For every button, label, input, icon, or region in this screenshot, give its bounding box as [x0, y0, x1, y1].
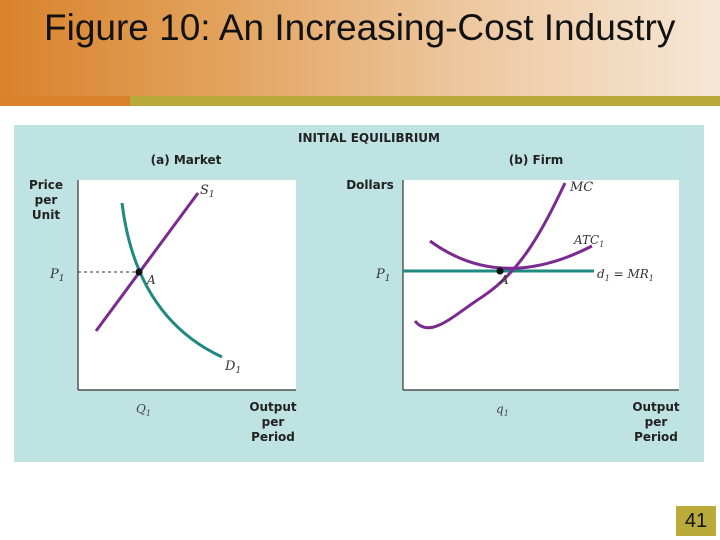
market-x-label-2: per	[262, 415, 285, 429]
atc-label: ATC1	[573, 233, 604, 249]
firm-demand-label: d1 = MR1	[597, 267, 654, 283]
market-panel-label: (a) Market	[151, 153, 222, 167]
firm-price-label: P1	[375, 267, 390, 284]
market-plot-area	[78, 180, 296, 390]
firm-equilibrium-point	[496, 267, 504, 275]
market-y-label-2: per	[35, 193, 58, 207]
firm-x-label-1: Output	[632, 400, 680, 414]
accent-bar-right	[130, 96, 720, 106]
firm-x-label-2: per	[645, 415, 668, 429]
page-number: 41	[676, 506, 716, 536]
demand-curve	[120, 202, 223, 359]
supply-curve	[94, 192, 200, 332]
demand-label: D1	[224, 359, 241, 376]
market-point-label: A	[146, 273, 156, 287]
mc-curve	[413, 182, 567, 330]
market-equilibrium-point	[135, 268, 143, 276]
mc-label: MC	[569, 180, 593, 195]
firm-panel-label: (b) Firm	[509, 153, 563, 167]
figure-heading: INITIAL EQUILIBRIUM	[298, 131, 440, 145]
market-quantity-label: Q1	[136, 402, 151, 418]
figure-panel: INITIAL EQUILIBRIUM (a) Market Price per…	[14, 125, 704, 462]
figure-diagram: INITIAL EQUILIBRIUM (a) Market Price per…	[29, 131, 680, 444]
firm-quantity-label: q1	[496, 402, 509, 418]
market-x-label-1: Output	[249, 400, 297, 414]
atc-curve	[429, 239, 593, 270]
market-y-label-3: Unit	[32, 208, 60, 222]
firm-plot-area	[403, 180, 679, 390]
supply-label: S1	[200, 183, 215, 200]
slide-title: Figure 10: An Increasing-Cost Industry	[44, 7, 676, 48]
market-y-label-1: Price	[29, 178, 63, 192]
firm-x-label-3: Period	[634, 430, 678, 444]
market-x-label-3: Period	[251, 430, 295, 444]
firm-point-label: A	[499, 273, 509, 287]
title-banner	[0, 0, 720, 106]
firm-y-label: Dollars	[346, 178, 394, 192]
accent-bar-left	[0, 96, 130, 106]
market-price-label: P1	[49, 267, 64, 284]
